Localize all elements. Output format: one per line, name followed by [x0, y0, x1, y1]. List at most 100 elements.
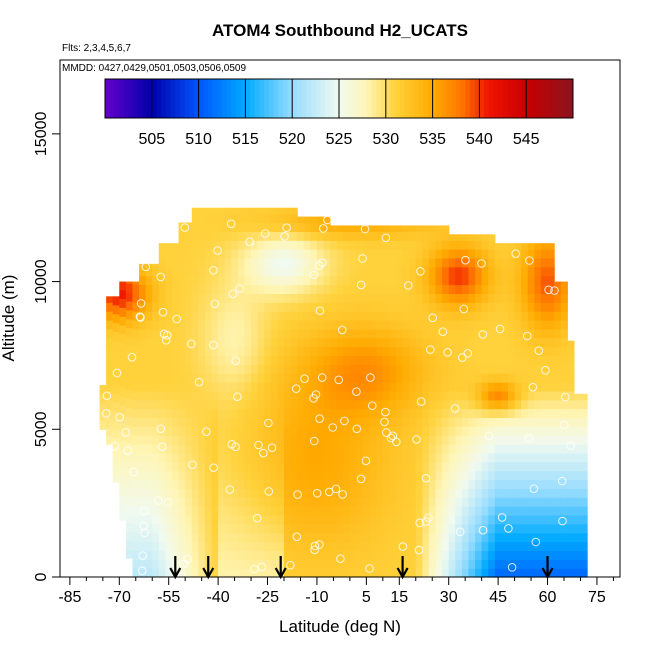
field-cell — [165, 497, 173, 507]
field-cell — [389, 568, 397, 578]
field-cell — [323, 444, 331, 454]
field-cell — [488, 461, 496, 472]
field-cell — [508, 337, 516, 348]
sample-point — [282, 223, 292, 232]
field-cell — [211, 452, 219, 463]
field-cell — [396, 382, 404, 392]
field-cell — [376, 249, 384, 259]
field-cell — [435, 408, 443, 419]
field-cell — [534, 337, 542, 348]
field-cell — [257, 284, 265, 294]
colorbar-swatch — [189, 79, 195, 118]
field-cell — [264, 249, 272, 259]
field-cell — [198, 550, 206, 560]
field-cell — [152, 382, 160, 392]
field-cell — [508, 293, 516, 303]
field-cell — [527, 355, 535, 365]
field-cell — [316, 523, 325, 534]
field-cell — [264, 213, 272, 224]
field-cell — [349, 302, 358, 312]
field-cell — [165, 364, 173, 374]
field-cell — [119, 333, 127, 344]
field-cell — [158, 470, 167, 481]
field-cell — [257, 311, 265, 321]
field-cell — [125, 398, 134, 408]
field-cell — [402, 328, 410, 339]
field-cell — [257, 426, 265, 436]
field-cell — [343, 225, 351, 232]
field-cell — [481, 355, 489, 365]
field-cell — [172, 319, 180, 330]
field-cell — [310, 399, 318, 410]
field-cell — [290, 417, 298, 427]
field-cell — [455, 426, 463, 436]
field-cell — [547, 550, 555, 560]
field-cell — [396, 550, 404, 560]
field-cell — [224, 257, 232, 268]
field-cell — [284, 461, 292, 472]
field-cell — [573, 506, 582, 516]
field-cell — [277, 364, 285, 374]
field-cell — [244, 302, 252, 312]
sample-point — [121, 428, 130, 437]
field-cell — [540, 293, 549, 303]
field-cell — [290, 275, 298, 286]
field-cell — [494, 311, 503, 321]
field-cell — [290, 240, 298, 250]
field-cell — [231, 435, 239, 445]
sample-point — [102, 391, 112, 401]
field-cell — [514, 426, 522, 436]
field-cell — [508, 532, 516, 543]
field-cell — [132, 328, 140, 339]
field-cell — [554, 444, 562, 454]
field-cell — [290, 426, 298, 436]
field-cell — [297, 328, 305, 339]
field-cell — [336, 302, 344, 312]
x-tick-label: 30 — [440, 589, 458, 606]
field-cell — [178, 541, 186, 552]
field-cell — [257, 559, 265, 569]
field-cell — [330, 435, 338, 445]
field-cell — [185, 470, 193, 481]
field-cell — [554, 417, 562, 427]
field-cell — [356, 461, 364, 472]
field-cell — [204, 541, 213, 552]
field-cell — [481, 444, 489, 454]
field-cell — [257, 249, 265, 259]
field-cell — [415, 240, 423, 250]
field-cell — [310, 302, 318, 312]
field-cell — [534, 390, 542, 401]
field-cell — [435, 514, 443, 525]
field-cell — [508, 514, 516, 525]
field-cell — [244, 222, 252, 232]
field-cell — [508, 364, 516, 374]
field-cell — [165, 399, 173, 410]
field-cell — [527, 461, 535, 472]
field-cell — [468, 328, 476, 339]
field-cell — [349, 231, 358, 241]
field-cell — [494, 355, 503, 365]
field-cell — [172, 408, 180, 419]
field-cell — [211, 207, 219, 215]
field-cell — [290, 213, 298, 224]
colorbar-swatch — [329, 79, 335, 118]
field-cell — [580, 497, 588, 507]
field-cell — [475, 559, 483, 569]
field-cell — [435, 311, 443, 321]
field-cell — [264, 559, 272, 569]
field-cell — [119, 484, 127, 495]
field-cell — [316, 382, 325, 392]
field-cell — [211, 319, 219, 330]
field-cell — [284, 231, 292, 241]
field-cell — [389, 426, 397, 436]
field-cell — [455, 337, 463, 348]
field-cell — [132, 488, 140, 498]
field-cell — [448, 293, 456, 303]
field-cell — [468, 249, 476, 259]
field-cell — [185, 249, 193, 259]
field-cell — [257, 461, 265, 472]
sample-points — [101, 215, 575, 582]
field-cell — [316, 337, 325, 348]
field-cell — [303, 337, 311, 348]
field-cell — [382, 346, 391, 357]
